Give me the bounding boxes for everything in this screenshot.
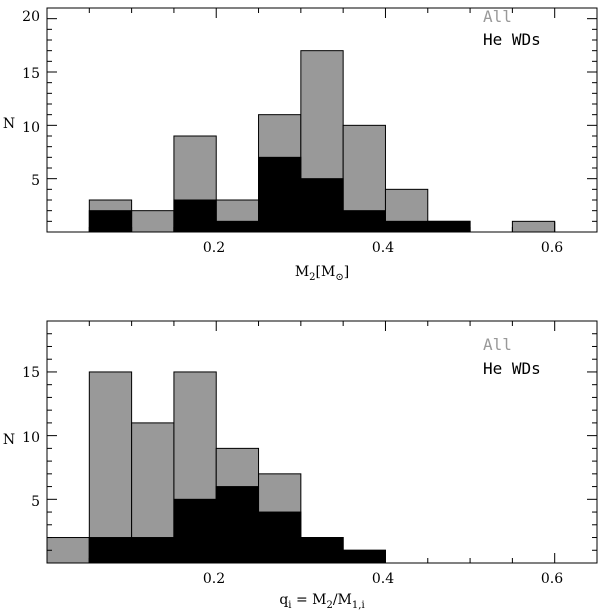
y-tick-label: 10 bbox=[22, 430, 40, 446]
bars-he-wds bbox=[88, 486, 386, 564]
legend-label-he-wds: He WDs bbox=[483, 359, 541, 378]
x-tick-label: 0.6 bbox=[541, 240, 563, 256]
bar-he-wds bbox=[131, 537, 175, 564]
panel-mass-ratio-distribution: 0.2 0.4 0.6 5 10 15 N qi = M2/M1,i All H… bbox=[3, 320, 598, 610]
bar-he-wds bbox=[88, 537, 133, 564]
x-tick-label: 0.2 bbox=[203, 571, 225, 587]
bar-he-wds bbox=[384, 220, 429, 233]
axis-ticks bbox=[46, 320, 598, 563]
y-tick-label: 5 bbox=[31, 173, 40, 189]
bar-he-wds bbox=[258, 511, 302, 564]
x-tick-label: 0.4 bbox=[372, 240, 394, 256]
y-tick-label: 10 bbox=[22, 120, 40, 136]
bar-he-wds bbox=[300, 537, 344, 564]
legend-label-all: All bbox=[483, 335, 512, 354]
bar-he-wds bbox=[88, 210, 133, 233]
bar-all bbox=[46, 537, 90, 564]
y-tick-label: 20 bbox=[22, 9, 40, 25]
bar-he-wds bbox=[215, 486, 260, 564]
legend-label-he-wds: He WDs bbox=[483, 30, 541, 49]
x-tick-label: 0.4 bbox=[372, 571, 394, 587]
y-axis-label: N bbox=[3, 116, 15, 132]
y-axis-label: N bbox=[3, 432, 15, 448]
bar-all bbox=[131, 210, 175, 233]
bar-he-wds bbox=[427, 220, 471, 233]
x-axis-label: M2[M⊙] bbox=[295, 264, 349, 283]
bar-all bbox=[88, 371, 133, 564]
bar-he-wds bbox=[342, 210, 386, 233]
bar-he-wds bbox=[342, 549, 386, 564]
panel-mass-distribution: 0.2 0.4 0.6 5 10 15 20 N M2[M⊙] All He W… bbox=[3, 7, 598, 283]
x-axis-label: qi = M2/M1,i bbox=[279, 592, 364, 610]
bar-he-wds bbox=[173, 498, 217, 564]
x-tick-label: 0.6 bbox=[541, 571, 563, 587]
plot-frame bbox=[46, 7, 598, 233]
bars-he-wds bbox=[88, 156, 471, 233]
y-tick-label: 15 bbox=[22, 66, 40, 82]
axis-ticks bbox=[46, 7, 598, 232]
bar-he-wds bbox=[215, 220, 260, 233]
y-tick-label: 15 bbox=[22, 365, 40, 381]
legend-label-all: All bbox=[483, 7, 512, 26]
bar-he-wds bbox=[300, 178, 344, 233]
bar-he-wds bbox=[258, 156, 302, 233]
plot-frame bbox=[46, 320, 598, 564]
x-tick-label: 0.2 bbox=[203, 240, 225, 256]
bar-he-wds bbox=[173, 199, 217, 233]
y-tick-label: 5 bbox=[31, 494, 40, 510]
bar-all bbox=[511, 220, 556, 233]
